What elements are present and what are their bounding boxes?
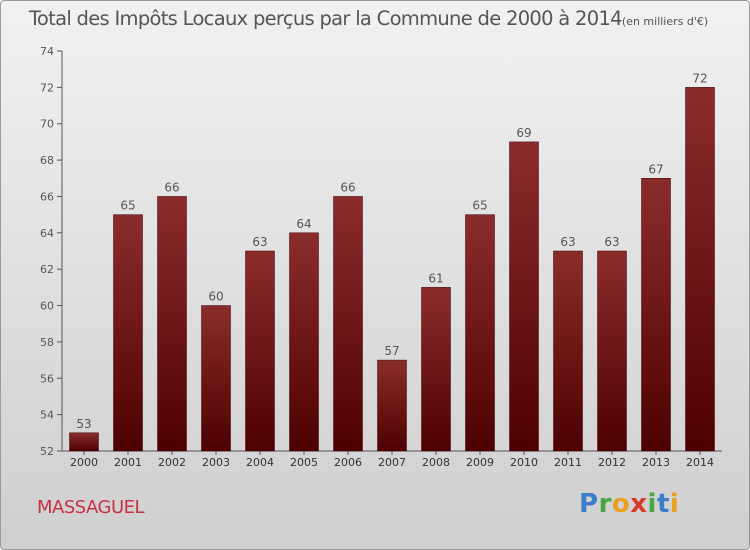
commune-name: MASSAGUEL (37, 497, 145, 518)
data-label: 66 (164, 180, 179, 194)
data-label: 57 (384, 344, 399, 358)
x-tick-label: 2010 (510, 456, 538, 469)
y-tick-label: 60 (40, 300, 54, 313)
data-label: 60 (208, 290, 223, 304)
x-tick-label: 2009 (466, 456, 494, 469)
bar (641, 178, 671, 452)
bar (465, 214, 495, 452)
data-label: 63 (604, 235, 619, 249)
y-tick-label: 58 (40, 336, 54, 349)
bar (333, 196, 363, 452)
data-label: 69 (516, 126, 531, 140)
x-tick-label: 2012 (598, 456, 626, 469)
data-label: 65 (120, 199, 135, 213)
x-tick-label: 2008 (422, 456, 450, 469)
bar (597, 250, 627, 452)
data-label: 64 (296, 217, 311, 231)
data-label: 72 (692, 71, 707, 85)
data-label: 61 (428, 271, 443, 285)
data-label: 66 (340, 180, 355, 194)
bar (685, 87, 715, 452)
bar (421, 287, 451, 452)
x-tick-label: 2014 (686, 456, 714, 469)
x-tick-label: 2003 (202, 456, 230, 469)
y-tick-label: 64 (40, 227, 54, 240)
bar (69, 432, 99, 452)
y-tick-label: 68 (40, 154, 54, 167)
y-tick-label: 70 (40, 118, 54, 131)
x-tick-label: 2005 (290, 456, 318, 469)
chart-title: Total des Impôts Locaux perçus par la Co… (29, 7, 709, 30)
x-tick-label: 2002 (158, 456, 186, 469)
data-label: 63 (560, 235, 575, 249)
y-tick-label: 66 (40, 190, 54, 203)
data-label: 67 (648, 162, 663, 176)
data-label: 53 (76, 417, 91, 431)
data-label: 63 (252, 235, 267, 249)
bar (201, 305, 231, 452)
bar (377, 359, 407, 452)
bar (113, 214, 143, 452)
bar (245, 250, 275, 452)
y-tick-label: 62 (40, 263, 54, 276)
bar (289, 232, 319, 452)
x-tick-label: 2011 (554, 456, 582, 469)
x-tick-label: 2013 (642, 456, 670, 469)
y-tick-label: 74 (40, 45, 54, 58)
y-tick-label: 52 (40, 445, 54, 458)
proxiti-logo[interactable]: Proxiti (579, 489, 680, 519)
x-tick-label: 2004 (246, 456, 274, 469)
x-tick-label: 2000 (70, 456, 98, 469)
chart-unit: (en milliers d'€) (621, 15, 709, 28)
y-tick-label: 72 (40, 81, 54, 94)
data-label: 65 (472, 199, 487, 213)
bar (157, 196, 187, 452)
bar (509, 141, 539, 452)
x-tick-label: 2007 (378, 456, 406, 469)
x-tick-label: 2001 (114, 456, 142, 469)
y-tick-label: 56 (40, 372, 54, 385)
y-tick-label: 54 (40, 409, 54, 422)
x-tick-label: 2006 (334, 456, 362, 469)
bar (553, 250, 583, 452)
